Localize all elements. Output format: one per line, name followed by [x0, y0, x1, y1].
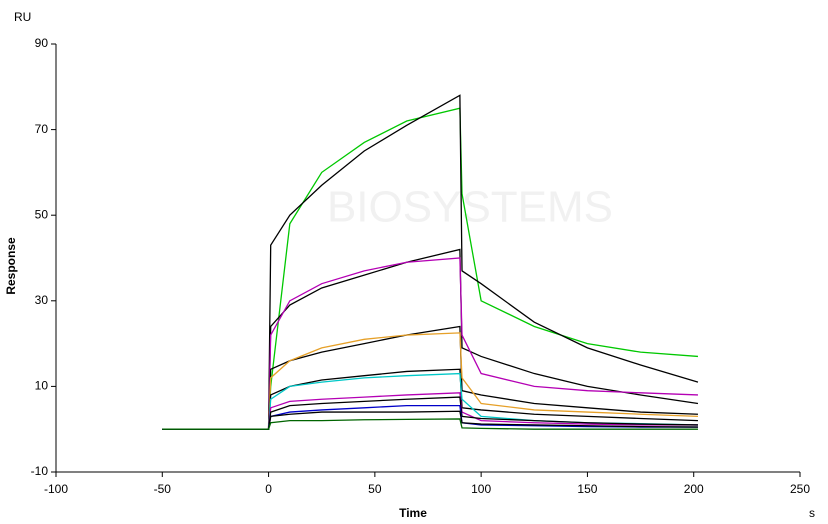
- x-tick-label: 100: [471, 482, 491, 496]
- y-tick-label: 70: [35, 122, 49, 136]
- series-line: [162, 257, 698, 430]
- y-unit: RU: [14, 10, 31, 24]
- series-line: [162, 418, 698, 430]
- series-line: [162, 392, 698, 430]
- x-tick-label: 0: [265, 482, 272, 496]
- x-tick-label: -50: [154, 482, 172, 496]
- x-axis-title: Time: [399, 506, 427, 520]
- series-line: [162, 410, 698, 430]
- x-tick-label: 50: [368, 482, 382, 496]
- series-line: [162, 372, 698, 430]
- x-unit: s: [809, 506, 815, 520]
- y-tick-label: 30: [35, 293, 49, 307]
- x-tick-label: 150: [577, 482, 597, 496]
- x-tick-label: 250: [790, 482, 810, 496]
- y-tick-label: -10: [31, 464, 49, 478]
- series-line: [162, 325, 698, 430]
- series-line: [162, 94, 699, 430]
- y-axis-title: Response: [4, 237, 18, 295]
- series-line: [162, 248, 699, 430]
- series-line: [162, 332, 698, 430]
- y-tick-label: 50: [35, 207, 49, 221]
- series-line: [162, 368, 698, 430]
- x-tick-label: -100: [44, 482, 68, 496]
- series-line: [162, 107, 699, 430]
- series-line: [162, 396, 698, 430]
- y-tick-label: 90: [35, 36, 49, 50]
- watermark: BIOSYSTEMS: [327, 183, 613, 232]
- x-tick-label: 200: [684, 482, 704, 496]
- y-tick-label: 10: [35, 379, 49, 393]
